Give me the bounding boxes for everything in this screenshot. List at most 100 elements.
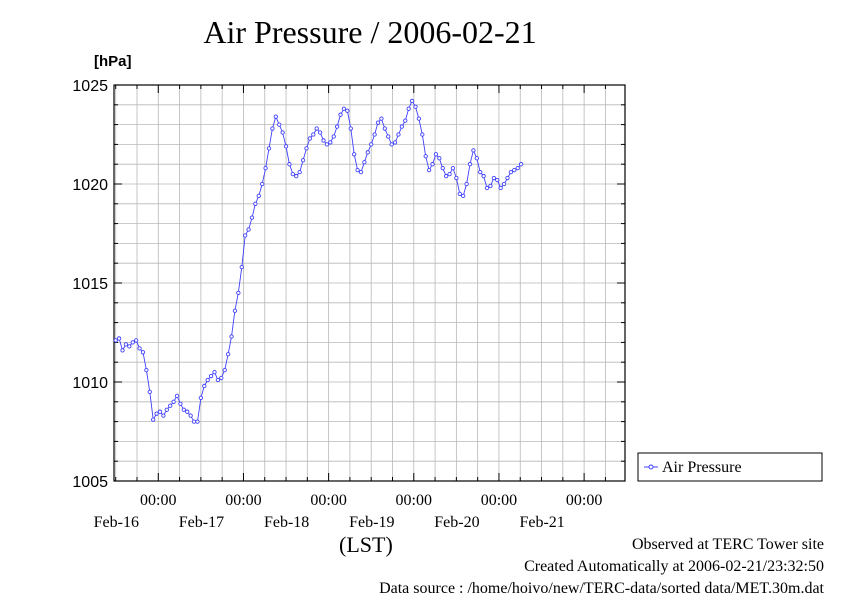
data-point — [215, 377, 221, 383]
data-point — [290, 171, 295, 177]
x-tick-date-label: Feb-21 — [519, 514, 564, 531]
x-tick-date-label: Feb-17 — [179, 514, 224, 531]
data-point — [273, 114, 278, 119]
data-point — [416, 116, 422, 121]
data-point — [495, 177, 500, 183]
data-point — [307, 136, 313, 141]
data-point — [249, 215, 255, 220]
data-point — [219, 375, 224, 381]
data-point — [300, 158, 306, 163]
x-tick-labels: 00:00Feb-1600:00Feb-1700:00Feb-1800:00Fe… — [94, 492, 603, 531]
data-point — [491, 175, 496, 181]
data-point — [464, 181, 469, 187]
data-point — [317, 130, 323, 135]
data-point — [358, 169, 364, 175]
data-point — [375, 120, 381, 125]
data-point — [133, 338, 139, 343]
x-tick-time-label: 00:00 — [310, 492, 346, 509]
data-point — [225, 352, 231, 357]
data-point — [161, 413, 166, 418]
data-point — [154, 411, 159, 416]
data-point — [508, 169, 514, 175]
data-point — [426, 167, 432, 173]
data-point — [406, 106, 411, 111]
data-point — [304, 146, 309, 151]
data-point — [212, 369, 217, 375]
data-point — [461, 193, 466, 199]
data-point — [283, 144, 289, 149]
x-tick-date-label: Feb-16 — [94, 514, 139, 531]
data-point — [191, 419, 197, 424]
data-point — [440, 166, 445, 171]
data-point — [171, 399, 176, 404]
x-tick-time-label: 00:00 — [566, 492, 602, 509]
data-point — [297, 169, 302, 175]
footer-created-timestamp: Created Automatically at 2006-02-21/23:3… — [524, 558, 824, 575]
data-point — [174, 393, 180, 399]
data-point — [478, 169, 483, 175]
y-tick-label: 1010 — [72, 375, 108, 392]
data-point — [471, 148, 476, 153]
data-point — [185, 409, 190, 414]
data-point — [382, 126, 387, 131]
data-point — [232, 308, 238, 313]
data-point — [369, 142, 374, 147]
x-tick-time-label: 00:00 — [225, 492, 261, 509]
data-point — [294, 173, 299, 179]
y-tick-label: 1025 — [72, 78, 108, 95]
x-tick-date-label: Feb-20 — [434, 514, 479, 531]
data-point — [348, 126, 353, 131]
data-point — [164, 407, 169, 412]
data-point — [352, 152, 357, 157]
data-point — [113, 338, 118, 343]
data-point — [280, 130, 285, 135]
data-point — [396, 132, 401, 137]
data-point — [437, 156, 442, 161]
data-point — [420, 132, 425, 137]
x-tick-date-label: Feb-19 — [349, 514, 394, 531]
chart-title: Air Pressure / 2006-02-21 — [203, 14, 537, 50]
data-point — [392, 140, 398, 145]
data-point — [338, 112, 343, 117]
data-point — [253, 201, 258, 206]
data-point — [324, 142, 330, 147]
footer-observed-site: Observed at TERC Tower site — [631, 536, 824, 553]
data-point — [334, 124, 340, 129]
data-point — [474, 156, 479, 161]
data-point — [198, 395, 204, 400]
data-point — [188, 413, 193, 418]
data-point — [205, 377, 210, 383]
data-point — [386, 134, 391, 139]
y-tick-label: 1005 — [72, 474, 108, 491]
data-point — [399, 124, 405, 129]
data-point — [512, 167, 517, 173]
data-point — [328, 140, 333, 145]
data-point — [144, 367, 149, 373]
data-point — [208, 373, 214, 379]
data-point — [157, 409, 163, 414]
data-point — [355, 167, 360, 173]
data-point — [372, 132, 377, 137]
data-point — [518, 162, 524, 167]
data-point — [181, 407, 186, 412]
data-point — [120, 348, 125, 353]
data-point — [341, 106, 347, 111]
data-point — [488, 183, 493, 189]
data-point — [481, 173, 486, 179]
data-point — [413, 104, 418, 109]
data-point — [137, 346, 142, 351]
data-point — [515, 166, 520, 171]
data-point — [256, 193, 261, 199]
x-tick-time-label: 00:00 — [481, 492, 517, 509]
data-point — [202, 383, 207, 389]
data-point — [454, 175, 459, 181]
data-point — [222, 367, 227, 373]
data-point — [287, 162, 292, 167]
data-point — [260, 181, 265, 187]
y-tick-label: 1015 — [72, 276, 108, 293]
data-point — [127, 344, 132, 349]
legend-label-air-pressure: Air Pressure — [662, 459, 742, 476]
plot-frame — [113, 84, 626, 482]
data-point — [266, 146, 272, 151]
